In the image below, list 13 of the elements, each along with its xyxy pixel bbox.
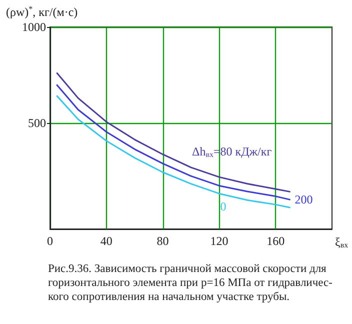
- y-tick-label: 500: [28, 116, 46, 130]
- series-label: 200: [294, 192, 313, 207]
- x-tick-label: 80: [156, 234, 169, 248]
- x-tick-label: 40: [100, 234, 112, 248]
- line-series: [56, 72, 290, 192]
- x-tick-label: 0: [47, 234, 53, 248]
- x-tick-label: 160: [266, 234, 285, 248]
- y-axis-title: (ρw)*, кг/(м·с): [6, 4, 78, 19]
- x-tick-label: 120: [210, 234, 228, 248]
- text: Рис.9.36. Зависимость граничной массовой скорости для горизонтального элемента при p=16 МПа от гидравличес-кого сопротивления на начальном участке трубы.: [48, 262, 334, 304]
- series-label: 0: [220, 200, 226, 214]
- y-tick-label: 1000: [22, 20, 46, 34]
- line-series: [56, 84, 290, 200]
